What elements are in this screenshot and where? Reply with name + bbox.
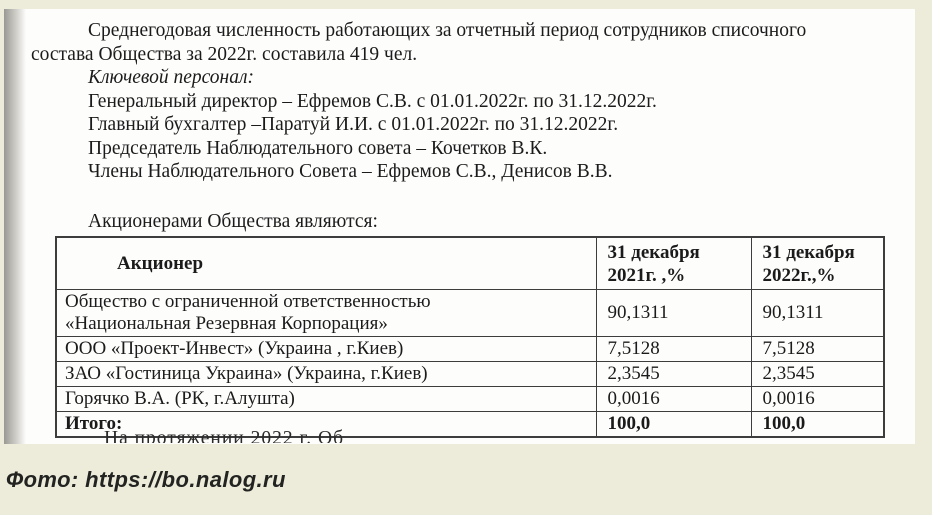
total-label-cell: Итого: — [55, 411, 597, 438]
document-body-text: Среднегодовая численность работающих за … — [31, 19, 895, 233]
total-2022-cell: 100,0 — [750, 411, 885, 438]
shareholders-table: Акционер 31 декабря 2021г. ,% 31 декабря… — [55, 236, 885, 438]
share-2021-cell: 2,3545 — [595, 361, 752, 387]
share-2022-cell: 0,0016 — [750, 386, 885, 412]
share-2022-cell: 2,3545 — [750, 361, 885, 387]
table-header-row: Акционер 31 декабря 2021г. ,% 31 декабря… — [55, 236, 885, 290]
total-2021-cell: 100,0 — [595, 411, 752, 438]
key-personnel-heading: Ключевой персонал: — [88, 67, 254, 88]
body-line: состава Общества за 2022г. составила 419… — [31, 43, 418, 65]
header-dec-2022: 31 декабря 2022г.,% — [750, 236, 885, 290]
body-line-board-chairman: Председатель Наблюдательного совета – Ко… — [88, 137, 548, 159]
body-line: Среднегодовая численность работающих за … — [88, 20, 807, 41]
scan-edge-shadow — [4, 9, 26, 444]
truncated-text: На протяжении 2022 г. Об — [104, 428, 345, 443]
header-shareholder: Акционер — [55, 236, 597, 290]
share-2021-cell: 0,0016 — [595, 386, 752, 412]
shareholder-name-cell: Горячко В.А. (РК, г.Алушта) — [55, 386, 597, 412]
table-row: ООО «Проект-Инвест» (Украина , г.Киев) 7… — [55, 336, 885, 362]
share-2022-cell: 90,1311 — [750, 289, 885, 337]
shareholder-name-cell: Общество с ограниченной ответственностью… — [55, 289, 597, 337]
truncated-text-line: На протяжении 2022 г. Об — [104, 427, 704, 443]
body-line-general-director: Генеральный директор – Ефремов С.В. с 01… — [88, 90, 657, 112]
scanned-document-page: Среднегодовая численность работающих за … — [4, 9, 915, 444]
photo-credit-caption: Фото: https://bo.nalog.ru — [6, 467, 286, 492]
table-row: ЗАО «Гостиница Украина» (Украина, г.Киев… — [55, 361, 885, 387]
body-line-board-members: Члены Наблюдательного Совета – Ефремов С… — [88, 161, 613, 182]
table-total-row: Итого: 100,0 100,0 — [55, 411, 885, 438]
share-2021-cell: 90,1311 — [595, 289, 752, 337]
shareholder-name: Общество с ограниченной ответственностью… — [65, 291, 431, 334]
shareholder-name-cell: ООО «Проект-Инвест» (Украина , г.Киев) — [55, 336, 597, 362]
share-2022-cell: 7,5128 — [750, 336, 885, 362]
shareholder-name-cell: ЗАО «Гостиница Украина» (Украина, г.Киев… — [55, 361, 597, 387]
header-dec-2021: 31 декабря 2021г. ,% — [595, 236, 752, 290]
table-row: Горячко В.А. (РК, г.Алушта) 0,0016 0,001… — [55, 386, 885, 412]
table-row: Общество с ограниченной ответственностью… — [55, 289, 885, 337]
shareholders-intro-line: Акционерами Общества являются: — [88, 210, 378, 232]
share-2021-cell: 7,5128 — [595, 336, 752, 362]
body-line-chief-accountant: Главный бухгалтер –Паратуй И.И. с 01.01.… — [88, 114, 619, 135]
